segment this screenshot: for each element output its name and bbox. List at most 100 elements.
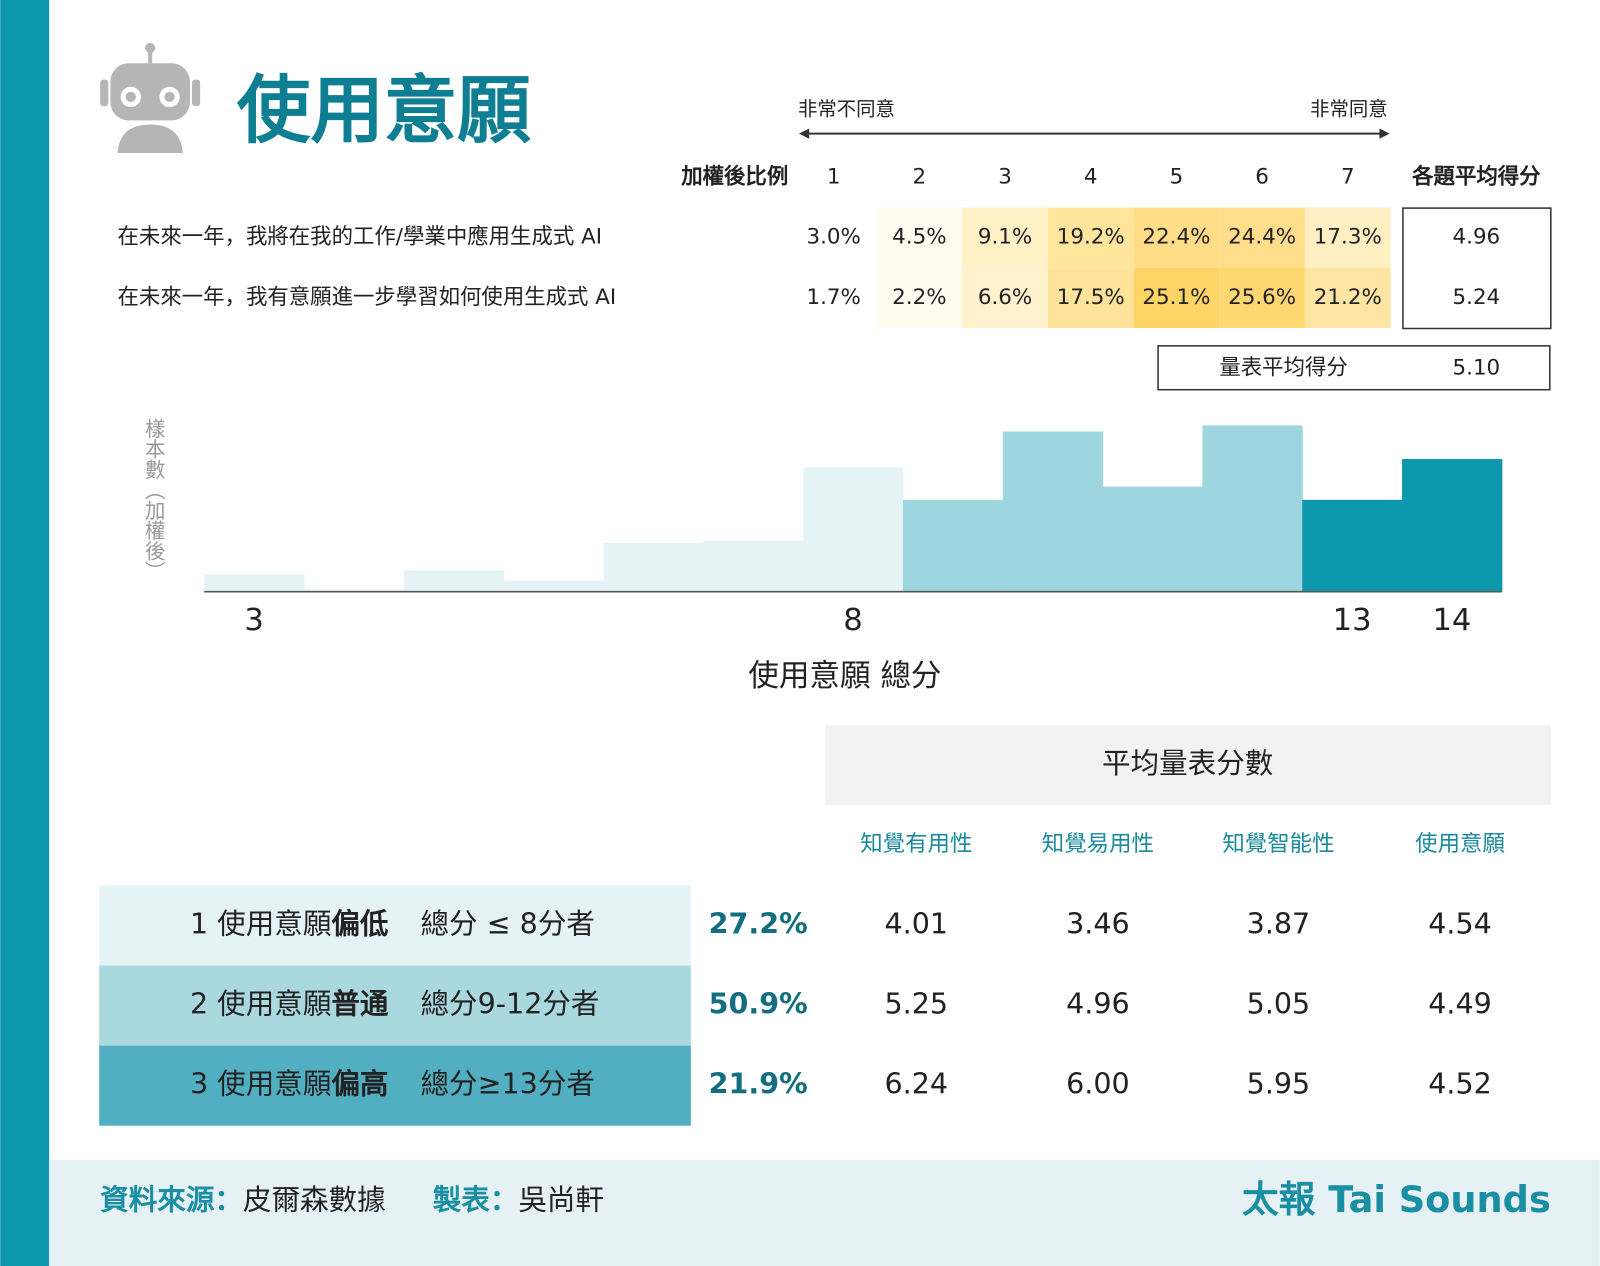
- column-header: 知覺智能性: [1222, 831, 1334, 857]
- bar: [503, 580, 605, 592]
- row-label-bg: [99, 965, 691, 1046]
- question: 在未來一年，我有意願進一步學習如何使用生成式 AI: [118, 285, 617, 310]
- group-score: 3.46: [1066, 906, 1130, 940]
- heat-cell: [790, 207, 877, 268]
- cell-value: 1.7%: [806, 285, 860, 310]
- robot-icon: [100, 42, 201, 154]
- scale-point: 5: [1170, 165, 1184, 190]
- group-criterion: 總分 ≤ 8分者: [421, 906, 595, 940]
- scale-mean-box: [1157, 345, 1551, 391]
- heat-cell: [876, 207, 963, 268]
- scale-point: 3: [998, 165, 1012, 190]
- x-tick-label: 8: [843, 603, 862, 638]
- group-score: 6.24: [885, 1066, 949, 1100]
- heat-cell: [1047, 267, 1134, 328]
- x-tick-label: 3: [244, 603, 263, 638]
- column-header: 使用意願: [1415, 831, 1505, 857]
- bar: [703, 540, 804, 592]
- scale-point: 6: [1255, 165, 1269, 190]
- bar: [1402, 459, 1503, 592]
- group-name: 2 使用意願: [190, 986, 331, 1020]
- scale-point: 7: [1341, 165, 1355, 190]
- question: 在未來一年，我將在我的工作/學業中應用生成式 AI: [118, 224, 603, 250]
- group-level: 偏低: [331, 906, 389, 940]
- table-header: 加權後比例: [680, 164, 788, 190]
- group-name: 1 使用意願: [190, 906, 331, 940]
- source-label: 資料來源：: [100, 1183, 243, 1217]
- group-level: 偏高: [331, 1066, 388, 1100]
- heat-cell: [962, 267, 1048, 328]
- side-bar: [0, 0, 50, 1266]
- cell-value: 17.3%: [1314, 225, 1382, 250]
- group-score: 6.00: [1066, 1066, 1130, 1100]
- heat-cell: [1219, 207, 1305, 268]
- cell-value: 22.4%: [1142, 225, 1210, 250]
- footer-band: [49, 1159, 1600, 1266]
- bar: [603, 542, 704, 592]
- heat-cell: [962, 207, 1048, 268]
- group-share: 21.9%: [709, 1066, 808, 1100]
- group-score: 5.25: [885, 986, 949, 1020]
- author: 吳尚軒: [518, 1183, 604, 1217]
- heat-cell: [1304, 267, 1391, 328]
- bar: [902, 499, 1004, 592]
- bar: [803, 467, 904, 592]
- scale-right-label: 非常同意: [1310, 98, 1388, 121]
- bar: [1002, 431, 1104, 592]
- brand: 太報 Tai Sounds: [1242, 1178, 1551, 1221]
- group-criterion: 總分≥13分者: [421, 1066, 595, 1100]
- scale-point: 4: [1084, 165, 1098, 190]
- group-score: 5.95: [1247, 1066, 1311, 1100]
- cell-value: 6.6%: [978, 285, 1032, 310]
- mean-box: [1402, 207, 1552, 330]
- scale-left-label: 非常不同意: [798, 98, 895, 121]
- heat-cell: [1133, 207, 1220, 268]
- cell-value: 17.5%: [1057, 285, 1125, 310]
- cell-value: 24.4%: [1228, 225, 1296, 250]
- row-mean: 4.96: [1453, 225, 1501, 250]
- cell-value: 4.5%: [892, 225, 946, 250]
- cell-value: 9.1%: [978, 225, 1032, 250]
- group-share: 27.2%: [709, 906, 808, 940]
- heat-cell: [1047, 207, 1134, 268]
- row-label-bg: [99, 1045, 691, 1126]
- group-score: 4.49: [1428, 986, 1492, 1020]
- mean-header: 各題平均得分: [1411, 164, 1541, 190]
- heat-cell: [1219, 267, 1305, 328]
- group-header-band: [825, 725, 1551, 805]
- cell-value: 3.0%: [806, 225, 860, 250]
- footer-credits: 資料來源：皮爾森數據 製表：吳尚軒: [100, 1183, 604, 1217]
- group-level: 普通: [331, 986, 389, 1020]
- bar: [1102, 486, 1203, 592]
- cell-value: 19.2%: [1057, 225, 1125, 250]
- title: 使用意願: [237, 68, 531, 153]
- heat-cell: [1133, 267, 1220, 328]
- x-axis-label: 使用意願 總分: [748, 659, 941, 694]
- bar: [304, 589, 405, 592]
- group-score: 3.87: [1247, 906, 1311, 940]
- group-score: 5.05: [1247, 986, 1311, 1020]
- group-criterion: 總分9-12分者: [421, 986, 600, 1020]
- scale-mean-value: 5.10: [1453, 355, 1501, 380]
- scale-mean-label: 量表平均得分: [1219, 355, 1347, 380]
- cell-value: 21.2%: [1314, 285, 1382, 310]
- bar: [204, 574, 305, 592]
- cell-value: 25.1%: [1142, 285, 1210, 310]
- bar: [1302, 499, 1403, 592]
- row-label: 2 使用意願普通 總分9-12分者: [190, 986, 600, 1020]
- cell-value: 25.6%: [1228, 285, 1296, 310]
- y-axis-label: 樣本數（加權後）: [141, 418, 165, 581]
- x-tick-label: 13: [1333, 603, 1372, 638]
- heat-cell: [790, 267, 877, 328]
- group-share: 50.9%: [709, 986, 808, 1020]
- group-name: 3 使用意願: [190, 1066, 331, 1100]
- row-label-bg: [99, 885, 691, 966]
- cell-value: 2.2%: [892, 285, 946, 310]
- x-tick-label: 14: [1432, 603, 1471, 638]
- row-label: 1 使用意願偏低 總分 ≤ 8分者: [190, 906, 595, 940]
- scale-point: 1: [827, 165, 841, 190]
- group-table-title: 平均量表分數: [1102, 746, 1273, 780]
- author-label: 製表：: [433, 1183, 519, 1217]
